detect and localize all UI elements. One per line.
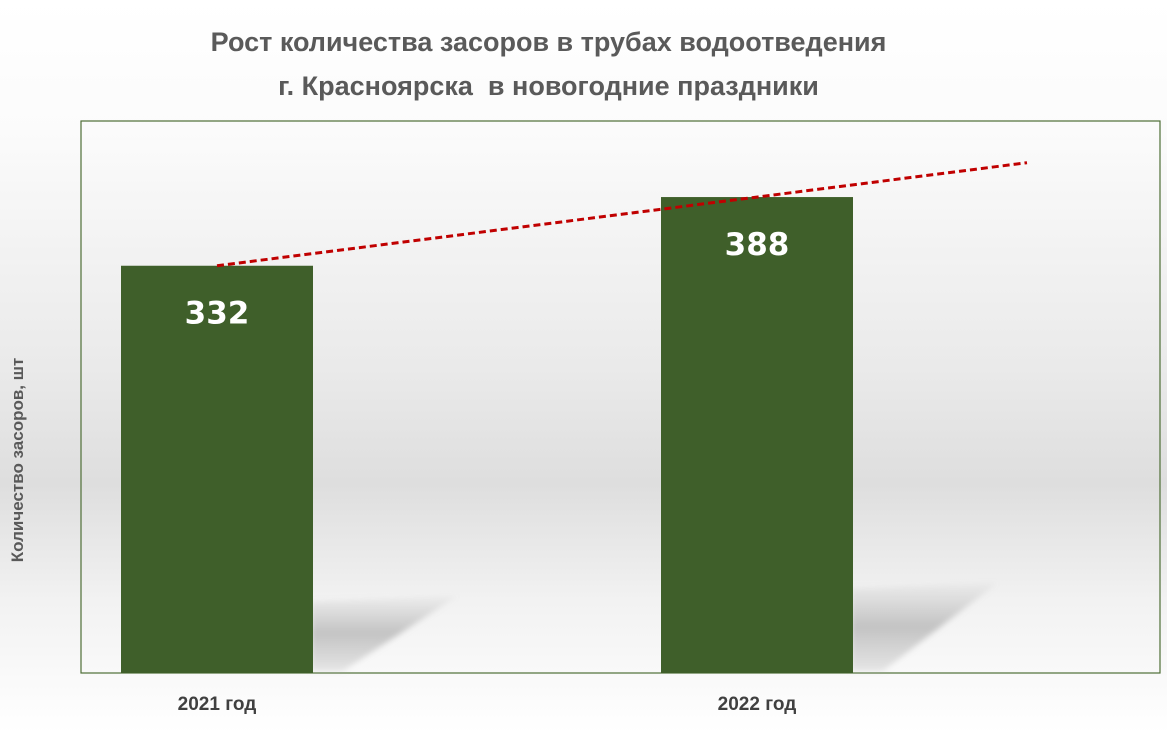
data-label: 332 [185,296,250,332]
bar-shadow [851,582,998,671]
chart-title: Рост количества засоров в трубах водоотв… [0,20,1097,108]
plot-area-border [80,120,1161,674]
chart-title-line-2: г. Красноярска в новогодние праздники [278,71,819,101]
bar [661,197,853,673]
bar-shadow [311,595,458,671]
trendline [216,161,1028,268]
x-tick-label: 2022 год [718,694,797,715]
chart-title-line-1: Рост количества засоров в трубах водоотв… [210,27,887,57]
data-label: 388 [725,227,790,263]
bar [121,265,313,673]
x-tick-label: 2021 год [178,694,257,715]
